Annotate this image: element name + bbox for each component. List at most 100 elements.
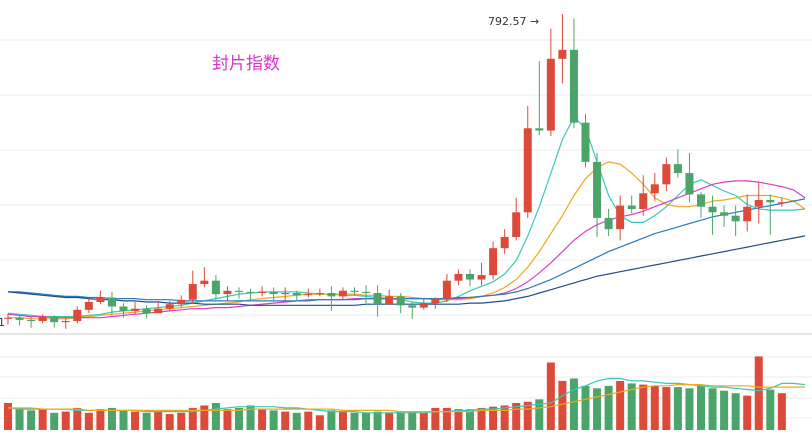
candle-down [627,205,636,209]
candle-up [431,298,440,304]
candle-down [107,297,116,307]
candle-down [593,161,602,218]
volume-bar [616,380,625,430]
volume-bar [119,410,128,430]
candle-down [362,291,371,294]
candle-down [396,296,405,306]
candle-up [477,275,486,280]
volume-bar [223,409,232,430]
candle-up [38,316,47,322]
volume-bar [84,412,93,430]
volume-bar [777,393,786,430]
volume-bar [489,406,498,430]
volume-bar [743,395,752,430]
candle-up [165,304,174,309]
volume-bar [754,356,763,430]
candle-up [258,291,267,294]
candle-up [754,200,763,207]
volume-bar [200,405,209,430]
volume-bar [188,407,197,430]
volume-bar [96,409,105,430]
candle-down [673,164,682,174]
left-edge-label: 1 [0,316,5,329]
chart-title: 封片指数 [212,54,280,74]
volume-bar [766,389,775,430]
candle-down [292,293,301,296]
ma-line-ma5 [7,116,806,318]
volume-ma-line-vol_ma2 [8,384,805,413]
candle-up [616,205,625,230]
volume-bar [442,407,451,430]
volume-bar [419,412,428,430]
candle-up [61,321,70,323]
candle-up [639,193,648,209]
volume-bar [569,378,578,430]
candle-up [154,308,163,314]
volume-bars [4,356,786,430]
volume-bar [50,412,59,430]
candle-down [720,212,729,216]
volume-bar [235,407,243,430]
volume-bar [338,411,347,430]
volume-bar [581,385,590,430]
candle-down [708,206,717,213]
candle-down [350,290,359,292]
ma-lines [7,116,806,320]
candle-up [73,309,82,322]
volume-bar [385,412,394,430]
candle-up [743,206,752,222]
volume-bar [535,399,544,430]
candle-down [766,200,775,203]
volume-bar [593,388,602,430]
candle-up [512,212,521,237]
candle-down [697,194,705,207]
candle-down [235,290,243,292]
candle-up [777,202,786,204]
candle-down [142,308,151,314]
candle-up [419,303,428,308]
volume-bar [142,412,151,430]
volume-bar [708,388,717,430]
volume-bar [639,384,648,430]
ma-line-ma60 [7,235,806,306]
volume-bar [650,385,659,430]
candle-up [200,280,209,285]
candle-up [385,296,394,305]
volume-bar [304,411,313,430]
candle-down [269,291,278,295]
candle-up [558,49,567,59]
volume-bar [165,414,174,430]
candle-up [177,299,186,305]
volume-bar [362,412,371,430]
candle-up [188,284,197,300]
volume-bar [154,411,163,430]
volume-bar [38,409,47,430]
volume-bar [512,403,521,430]
candle-up [454,273,463,281]
ma-line-ma30 [8,198,806,302]
volume-bar [15,407,24,430]
volume-bar [177,412,186,430]
volume-bar [431,407,440,430]
candle-up [442,280,451,299]
volume-bar [500,405,509,430]
volume-bar [523,401,532,430]
volume-bar [697,385,705,430]
volume-bar [350,412,359,430]
volume-bar [408,411,417,430]
candle-up [662,164,671,185]
candle-down [466,273,474,280]
candle-down [535,128,544,131]
candle-down [50,316,59,323]
candle-up [304,294,313,296]
volume-bar [269,410,278,430]
volume-bar [4,403,12,430]
volume-bar [292,412,301,430]
candle-up [523,128,532,213]
volume-bar [246,405,255,430]
volume-bar [673,387,682,430]
volume-bar [662,387,671,430]
volume-bar [396,411,405,430]
candle-up [546,58,555,131]
candle-up [315,293,324,295]
